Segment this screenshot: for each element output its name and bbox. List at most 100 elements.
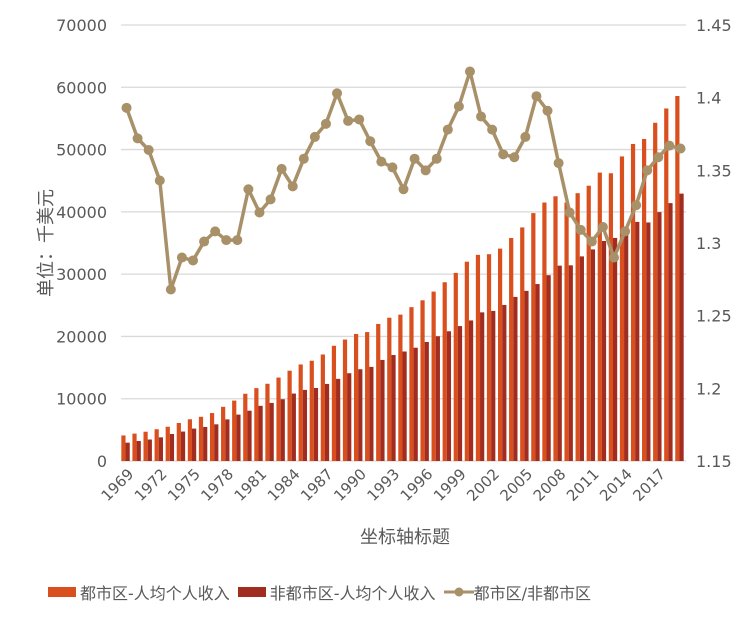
legend: 都市区-人均个人收入 非都市区-人均个人收入 都市区/非都市区: [48, 580, 599, 604]
x-tick-label: 1990: [330, 465, 370, 505]
y2-tick-label: 1.25: [696, 307, 732, 326]
bar-urban-1990: [353, 333, 359, 461]
x-tick-label: 1975: [164, 465, 204, 505]
bar-rural-2013: [612, 237, 618, 461]
bar-urban-1998: [442, 282, 447, 461]
legend-label: 非都市区-人均个人收入: [269, 584, 436, 603]
ratio-point-1991: [365, 136, 376, 147]
bar-rural-2010: [579, 256, 584, 461]
y-tick-label: 40000: [56, 203, 107, 222]
x-tick-label: 2002: [463, 465, 503, 505]
bar-urban-1979: [232, 400, 237, 461]
bar-urban-2019: [675, 96, 680, 462]
bar-rural-2018: [668, 203, 673, 461]
bar-rural-1990: [358, 369, 363, 461]
ratio-point-1979: [232, 235, 243, 246]
bar-urban-2006: [531, 213, 536, 461]
y2-tick-label: 1.3: [696, 234, 721, 253]
bar-rural-1988: [336, 378, 341, 461]
bar-rural-1978: [225, 419, 230, 461]
legend-swatch-rural: [237, 587, 266, 597]
ratio-point-2010: [575, 224, 586, 235]
ratio-point-1982: [265, 194, 276, 205]
bar-urban-1999: [453, 272, 458, 461]
bar-rural-1985: [302, 389, 308, 461]
y-tick-label: 70000: [56, 16, 107, 35]
bar-rural-1991: [369, 366, 374, 461]
bar-rural-2014: [624, 228, 629, 461]
ratio-point-2012: [597, 222, 608, 233]
ratio-point-1989: [343, 115, 354, 126]
bar-rural-2001: [480, 312, 485, 461]
bar-urban-1989: [342, 339, 348, 461]
bar-rural-1989: [347, 373, 352, 461]
bar-urban-2012: [597, 172, 602, 462]
x-tick-label: 1972: [131, 465, 171, 505]
bar-rural-1986: [313, 387, 319, 461]
bar-rural-2003: [502, 304, 507, 461]
y2-tick-label: 1.2: [696, 379, 721, 398]
bar-urban-2010: [575, 193, 580, 461]
bar-urban-1997: [431, 291, 436, 461]
ratio-line-path: [124, 69, 681, 292]
bar-urban-1983: [276, 377, 281, 461]
bar-rural-1975: [192, 428, 197, 461]
ratio-point-1996: [420, 165, 431, 176]
bar-urban-1980: [243, 393, 248, 461]
x-tick-label: 1993: [364, 465, 404, 505]
ratio-point-1976: [199, 236, 210, 247]
bar-urban-1981: [254, 388, 259, 461]
ratio-point-2001: [476, 111, 487, 122]
x-tick-label: 1987: [297, 465, 337, 505]
x-tick-label: 2005: [496, 465, 536, 505]
ratio-point-1974: [176, 252, 187, 263]
bar-urban-1976: [198, 416, 204, 461]
gridlines: [121, 24, 686, 462]
bar-rural-1999: [457, 326, 463, 461]
bar-rural-1969: [125, 442, 130, 461]
bar-rural-1984: [291, 393, 296, 461]
ratio-point-2016: [642, 165, 653, 176]
legend-line-marker-icon: [443, 587, 474, 597]
bar-rural-1993: [391, 355, 396, 461]
ratio-point-1973: [165, 284, 176, 295]
legend-item-ratio: 都市区/非都市区: [443, 580, 591, 604]
ratio-point-1983: [276, 163, 287, 174]
bar-rural-1996: [424, 341, 429, 461]
ratio-point-2015: [631, 200, 642, 211]
ratio-point-1975: [188, 255, 199, 266]
bar-rural-2008: [557, 265, 562, 461]
bar-rural-2004: [513, 296, 518, 461]
bar-urban-1969: [121, 435, 126, 461]
ratio-point-2007: [542, 105, 553, 116]
x-tick-label: 1996: [397, 465, 437, 505]
bar-urban-2014: [619, 156, 625, 461]
bar-urban-2000: [464, 261, 469, 461]
bar-rural-2007: [546, 275, 551, 461]
bar-urban-1994: [398, 314, 403, 461]
bar-rural-1982: [269, 402, 274, 461]
x-tick-label: 1981: [231, 465, 271, 505]
y-tick-label: 20000: [56, 327, 107, 346]
bar-urban-1982: [265, 383, 270, 461]
bar-urban-1995: [409, 307, 414, 461]
ratio-point-2002: [487, 124, 498, 135]
bar-urban-2002: [486, 254, 492, 461]
bar-rural-1972: [158, 437, 163, 461]
ratio-point-2018: [664, 140, 675, 151]
ratio-point-2005: [520, 131, 531, 142]
x-axis-ticks: 1969197219751978198119841987199019931996…: [98, 465, 669, 505]
bar-urban-1991: [365, 332, 370, 461]
bar-rural-2016: [646, 222, 651, 461]
ratio-point-1988: [332, 88, 343, 99]
ratio-point-2008: [553, 158, 564, 169]
legend-swatch-urban: [48, 587, 76, 597]
y-axis-title: 单位：千美元: [36, 189, 57, 297]
bar-urban-2018: [664, 108, 669, 461]
bar-urban-2013: [608, 173, 613, 462]
bar-rural-1980: [247, 410, 252, 461]
y-tick-label: 10000: [56, 390, 107, 409]
ratio-point-1998: [442, 124, 453, 135]
bar-urban-1984: [287, 370, 292, 461]
bar-rural-1994: [402, 351, 407, 461]
